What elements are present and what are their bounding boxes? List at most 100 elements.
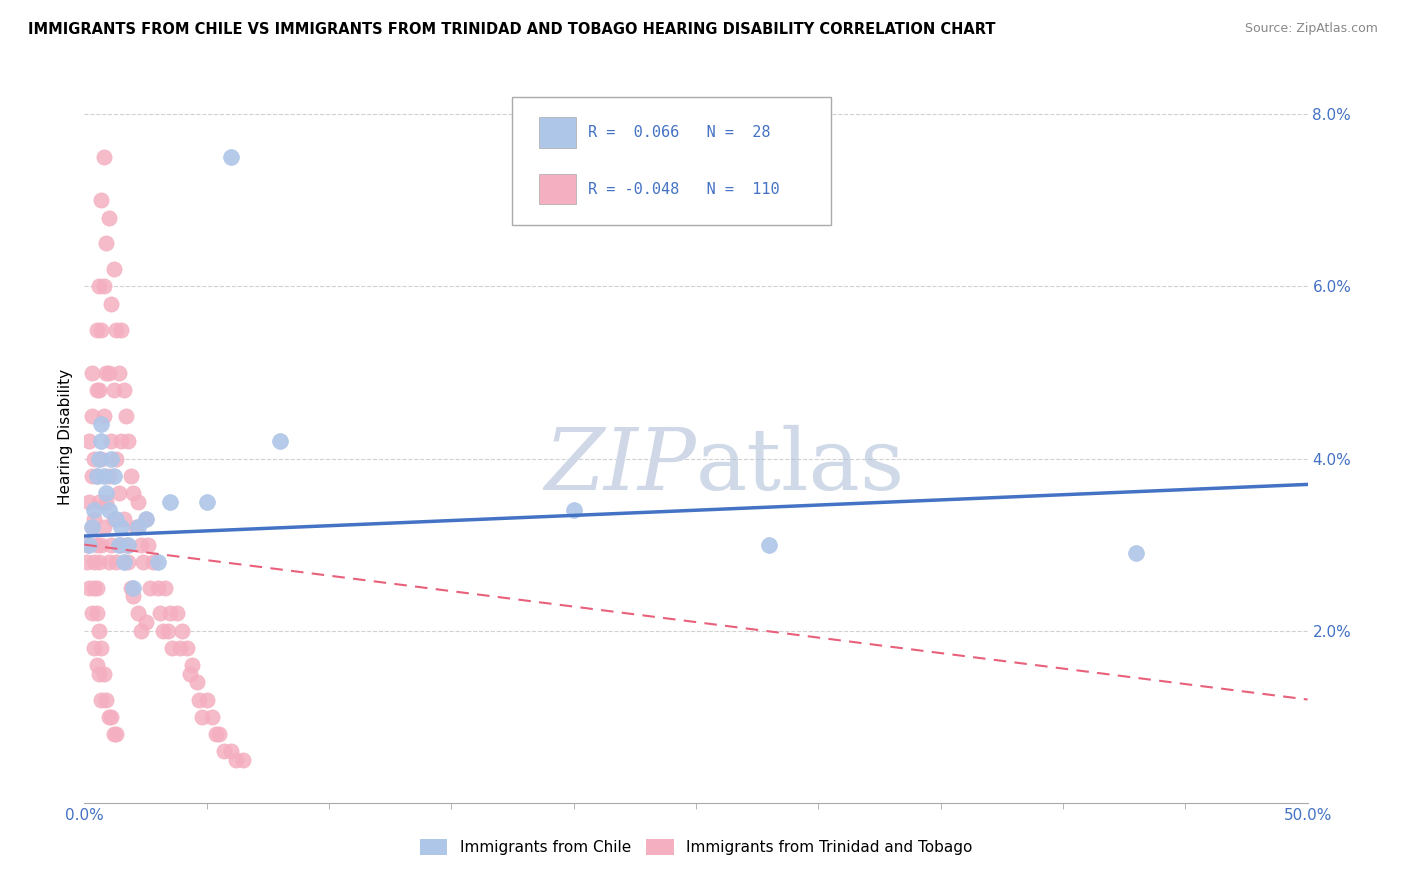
Point (122, 581, 145, 595)
Point (87, 451, 110, 466)
Point (100, 451, 122, 466)
Point (97, 503, 120, 517)
Point (105, 512, 128, 526)
Point (83, 555, 105, 569)
Legend: Immigrants from Chile, Immigrants from Trinidad and Tobago: Immigrants from Chile, Immigrants from T… (413, 833, 979, 861)
Point (80, 520, 103, 534)
Point (117, 434, 139, 449)
Point (80, 520, 103, 534)
Point (100, 538, 122, 552)
Point (87, 279, 110, 293)
Point (83, 512, 105, 526)
Point (205, 727, 228, 741)
Point (83, 581, 105, 595)
Bar (540, 118, 576, 148)
Point (86, 468, 108, 483)
Point (87, 666, 110, 681)
Point (103, 727, 125, 741)
Point (97, 211, 120, 225)
Point (191, 710, 214, 724)
Point (132, 555, 155, 569)
Point (112, 555, 135, 569)
Point (135, 615, 157, 629)
Point (103, 262, 125, 277)
Point (127, 607, 149, 621)
Point (127, 494, 149, 508)
Point (169, 640, 191, 655)
Point (87, 383, 110, 397)
Point (90, 417, 112, 432)
Point (87, 494, 110, 508)
Point (186, 675, 208, 690)
Point (117, 538, 139, 552)
Point (125, 520, 148, 534)
Text: IMMIGRANTS FROM CHILE VS IMMIGRANTS FROM TRINIDAD AND TOBAGO HEARING DISABILITY : IMMIGRANTS FROM CHILE VS IMMIGRANTS FROM… (28, 22, 995, 37)
Point (93, 150, 115, 164)
Point (122, 486, 145, 500)
Point (97, 555, 120, 569)
Point (176, 640, 198, 655)
Text: ZIP: ZIP (544, 425, 696, 508)
Point (100, 296, 122, 310)
Text: R = -0.048   N =  110: R = -0.048 N = 110 (588, 182, 780, 196)
Point (90, 194, 112, 208)
Point (181, 658, 204, 673)
Text: Source: ZipAtlas.com: Source: ZipAtlas.com (1244, 22, 1378, 36)
Point (90, 451, 112, 466)
Point (225, 753, 247, 767)
Point (115, 538, 138, 552)
Point (97, 366, 120, 380)
Point (219, 150, 242, 164)
Point (80, 409, 103, 423)
Point (179, 666, 201, 681)
Point (96, 692, 118, 706)
Point (90, 692, 112, 706)
Point (86, 581, 108, 595)
Point (80, 468, 103, 483)
Point (93, 468, 115, 483)
Point (149, 607, 172, 621)
Point (110, 434, 132, 449)
Point (152, 624, 174, 638)
Point (159, 607, 181, 621)
Point (105, 555, 128, 569)
Point (219, 744, 242, 758)
Point (162, 640, 184, 655)
Point (100, 710, 122, 724)
Point (93, 409, 115, 423)
Point (86, 468, 108, 483)
Point (87, 555, 110, 569)
Point (87, 624, 110, 638)
Point (232, 753, 254, 767)
Point (93, 666, 115, 681)
Point (156, 624, 179, 638)
Point (110, 520, 132, 534)
Point (86, 607, 108, 621)
Point (172, 624, 194, 638)
Point (110, 538, 132, 552)
Point (200, 710, 222, 724)
Point (115, 409, 138, 423)
Point (129, 624, 152, 638)
Point (129, 538, 152, 552)
Point (758, 538, 780, 552)
Point (76, 555, 98, 569)
Point (105, 451, 128, 466)
Text: atlas: atlas (696, 425, 905, 508)
Point (135, 512, 157, 526)
Point (103, 468, 125, 483)
Point (136, 538, 159, 552)
Point (127, 520, 149, 534)
Point (159, 494, 181, 508)
Point (96, 494, 118, 508)
Point (77, 434, 100, 449)
Point (90, 640, 112, 655)
Point (77, 581, 100, 595)
Point (86, 658, 108, 673)
Point (122, 589, 145, 603)
Point (83, 503, 105, 517)
Text: R =  0.066   N =  28: R = 0.066 N = 28 (588, 125, 770, 140)
Point (80, 607, 103, 621)
Point (139, 581, 162, 595)
Point (105, 322, 128, 336)
